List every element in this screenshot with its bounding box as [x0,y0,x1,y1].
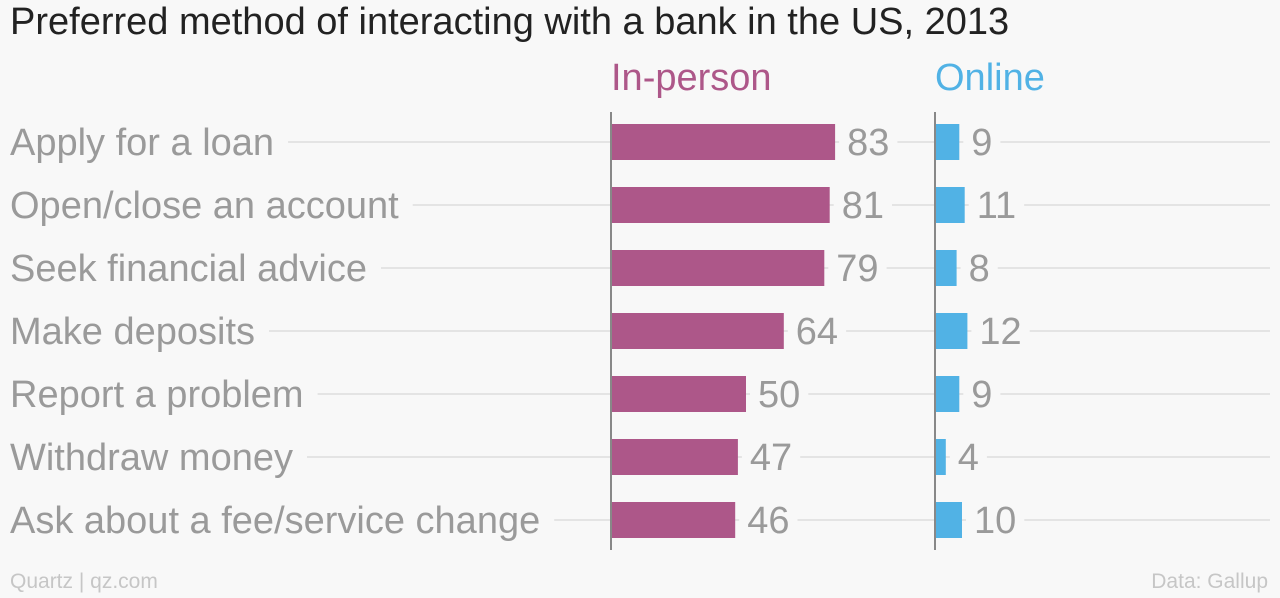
bar-online-ask-about-a-fee-service-change [935,502,962,538]
label-backdrop [787,327,847,335]
label-backdrop [960,264,998,272]
category-label-open-close-an-account: Open/close an account [10,185,399,227]
value-label-in-person-report-a-problem: 50 [758,374,800,416]
label-backdrop [739,516,798,524]
source-credit: Quartz | qz.com [10,570,158,593]
value-label-online-seek-financial-advice: 8 [969,248,990,290]
value-label-online-make-deposits: 12 [979,311,1021,353]
value-label-online-withdraw-money: 4 [958,437,979,479]
label-backdrop [971,327,1030,335]
label-backdrop [949,453,987,461]
bar-in-person-apply-for-a-loan [611,124,836,160]
data-source: Data: Gallup [1151,570,1268,593]
category-label-withdraw-money: Withdraw money [10,437,293,479]
bar-in-person-report-a-problem [611,376,746,412]
value-label-in-person-apply-for-a-loan: 83 [847,122,889,164]
axes [610,112,936,550]
value-label-in-person-ask-about-a-fee-service-change: 46 [747,500,789,542]
bar-in-person-withdraw-money [611,439,738,475]
bar-in-person-ask-about-a-fee-service-change [611,502,736,538]
label-backdrop [966,516,1025,524]
bar-in-person-open-close-an-account [611,187,830,223]
value-label-online-ask-about-a-fee-service-change: 10 [974,500,1016,542]
label-backdrop [833,201,892,209]
value-label-in-person-make-deposits: 64 [796,311,838,353]
label-backdrop [741,453,801,461]
bar-online-seek-financial-advice [935,250,957,286]
bar-in-person-seek-financial-advice [611,250,825,286]
gridlines [269,138,1270,524]
label-backdrop [963,390,1001,398]
labels: In-person Online Apply for a loan 83 9 Open/c… [10,57,1045,542]
label-backdrop [968,201,1025,209]
bar-online-report-a-problem [935,376,960,412]
category-label-apply-for-a-loan: Apply for a loan [10,122,274,164]
series-header-online: Online [935,57,1045,99]
label-backdrop [750,390,809,398]
bar-online-apply-for-a-loan [935,124,960,160]
bar-in-person-make-deposits [611,313,784,349]
category-label-report-a-problem: Report a problem [10,374,304,416]
series-header-in-person: In-person [611,57,772,99]
category-label-ask-about-a-fee-service-change: Ask about a fee/service change [10,500,540,542]
bar-online-open-close-an-account [935,187,965,223]
value-label-in-person-withdraw-money: 47 [750,437,792,479]
category-label-seek-financial-advice: Seek financial advice [10,248,367,290]
label-backdrop [963,138,1001,146]
bars [611,124,968,538]
value-label-in-person-seek-financial-advice: 79 [836,248,878,290]
value-label-online-open-close-an-account: 11 [977,185,1016,227]
value-label-online-report-a-problem: 9 [971,374,992,416]
label-backdrop [839,138,898,146]
bar-online-make-deposits [935,313,968,349]
label-backdrop [828,264,887,272]
value-label-in-person-open-close-an-account: 81 [842,185,884,227]
chart-title: Preferred method of interacting with a b… [10,1,1010,43]
value-label-online-apply-for-a-loan: 9 [971,122,992,164]
category-label-make-deposits: Make deposits [10,311,255,353]
bar-online-withdraw-money [935,439,946,475]
